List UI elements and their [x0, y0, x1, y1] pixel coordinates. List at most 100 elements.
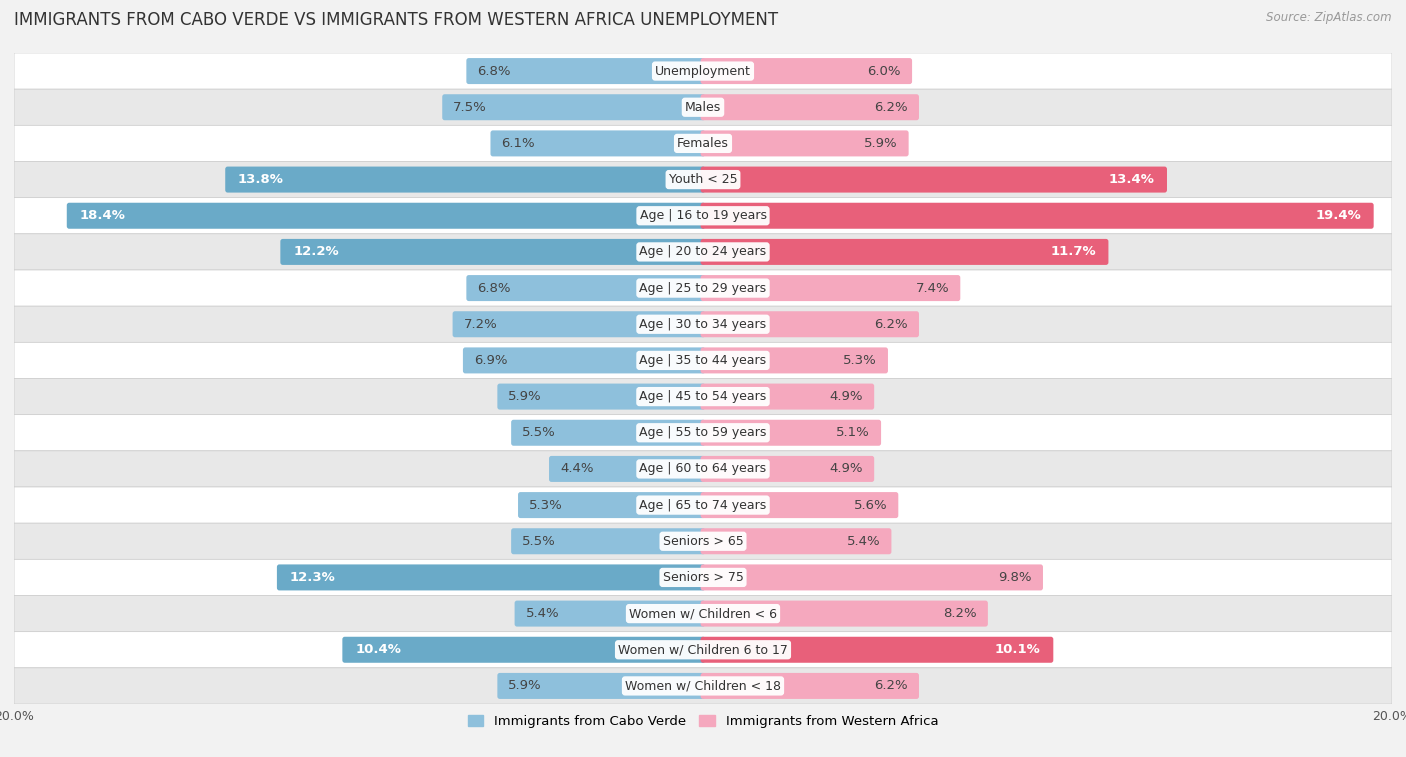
Text: 9.8%: 9.8% [998, 571, 1032, 584]
Text: 4.4%: 4.4% [560, 463, 593, 475]
FancyBboxPatch shape [14, 126, 1392, 161]
FancyBboxPatch shape [498, 673, 706, 699]
Text: 13.4%: 13.4% [1108, 173, 1154, 186]
Text: IMMIGRANTS FROM CABO VERDE VS IMMIGRANTS FROM WESTERN AFRICA UNEMPLOYMENT: IMMIGRANTS FROM CABO VERDE VS IMMIGRANTS… [14, 11, 778, 30]
FancyBboxPatch shape [700, 239, 1108, 265]
FancyBboxPatch shape [14, 523, 1392, 559]
FancyBboxPatch shape [14, 559, 1392, 596]
FancyBboxPatch shape [342, 637, 706, 663]
FancyBboxPatch shape [14, 487, 1392, 523]
Text: 7.2%: 7.2% [464, 318, 498, 331]
Text: Age | 55 to 59 years: Age | 55 to 59 years [640, 426, 766, 439]
FancyBboxPatch shape [467, 275, 706, 301]
Text: 19.4%: 19.4% [1315, 209, 1361, 223]
FancyBboxPatch shape [14, 342, 1392, 378]
Text: 10.4%: 10.4% [356, 643, 401, 656]
FancyBboxPatch shape [14, 89, 1392, 126]
Text: 5.5%: 5.5% [522, 426, 555, 439]
FancyBboxPatch shape [14, 631, 1392, 668]
FancyBboxPatch shape [700, 673, 920, 699]
Text: 6.0%: 6.0% [868, 64, 901, 77]
FancyBboxPatch shape [66, 203, 706, 229]
FancyBboxPatch shape [491, 130, 706, 157]
Text: 6.8%: 6.8% [478, 282, 510, 294]
FancyBboxPatch shape [700, 492, 898, 518]
Text: 12.2%: 12.2% [292, 245, 339, 258]
FancyBboxPatch shape [467, 58, 706, 84]
Text: 5.9%: 5.9% [509, 390, 541, 403]
Text: 11.7%: 11.7% [1050, 245, 1095, 258]
FancyBboxPatch shape [14, 415, 1392, 451]
Text: 10.1%: 10.1% [995, 643, 1040, 656]
FancyBboxPatch shape [14, 198, 1392, 234]
Text: 6.8%: 6.8% [478, 64, 510, 77]
FancyBboxPatch shape [512, 528, 706, 554]
FancyBboxPatch shape [14, 451, 1392, 487]
Text: Source: ZipAtlas.com: Source: ZipAtlas.com [1267, 11, 1392, 24]
Text: Youth < 25: Youth < 25 [669, 173, 737, 186]
Text: 5.3%: 5.3% [529, 499, 562, 512]
FancyBboxPatch shape [700, 203, 1374, 229]
FancyBboxPatch shape [14, 234, 1392, 270]
FancyBboxPatch shape [14, 161, 1392, 198]
FancyBboxPatch shape [700, 311, 920, 338]
Text: 6.1%: 6.1% [502, 137, 536, 150]
FancyBboxPatch shape [14, 270, 1392, 306]
FancyBboxPatch shape [700, 275, 960, 301]
FancyBboxPatch shape [548, 456, 706, 482]
Text: 7.4%: 7.4% [915, 282, 949, 294]
Text: 6.2%: 6.2% [875, 101, 908, 114]
Text: 5.9%: 5.9% [865, 137, 897, 150]
FancyBboxPatch shape [517, 492, 706, 518]
FancyBboxPatch shape [14, 53, 1392, 89]
Text: Seniors > 65: Seniors > 65 [662, 534, 744, 548]
Text: 6.2%: 6.2% [875, 680, 908, 693]
FancyBboxPatch shape [225, 167, 706, 192]
FancyBboxPatch shape [700, 94, 920, 120]
Text: Males: Males [685, 101, 721, 114]
FancyBboxPatch shape [498, 384, 706, 410]
FancyBboxPatch shape [700, 456, 875, 482]
Text: Age | 60 to 64 years: Age | 60 to 64 years [640, 463, 766, 475]
FancyBboxPatch shape [700, 130, 908, 157]
Text: Age | 20 to 24 years: Age | 20 to 24 years [640, 245, 766, 258]
Text: 4.9%: 4.9% [830, 463, 863, 475]
Text: Age | 45 to 54 years: Age | 45 to 54 years [640, 390, 766, 403]
Text: Women w/ Children < 18: Women w/ Children < 18 [626, 680, 780, 693]
FancyBboxPatch shape [463, 347, 706, 373]
Text: 4.9%: 4.9% [830, 390, 863, 403]
FancyBboxPatch shape [700, 600, 988, 627]
Text: 5.5%: 5.5% [522, 534, 555, 548]
Text: 7.5%: 7.5% [453, 101, 486, 114]
Text: Age | 30 to 34 years: Age | 30 to 34 years [640, 318, 766, 331]
FancyBboxPatch shape [14, 306, 1392, 342]
FancyBboxPatch shape [14, 668, 1392, 704]
Text: Females: Females [678, 137, 728, 150]
FancyBboxPatch shape [700, 637, 1053, 663]
Text: 5.4%: 5.4% [526, 607, 560, 620]
Text: 5.6%: 5.6% [853, 499, 887, 512]
FancyBboxPatch shape [700, 384, 875, 410]
FancyBboxPatch shape [700, 58, 912, 84]
Text: 6.2%: 6.2% [875, 318, 908, 331]
Text: 13.8%: 13.8% [238, 173, 284, 186]
FancyBboxPatch shape [515, 600, 706, 627]
Text: 5.1%: 5.1% [837, 426, 870, 439]
Text: 8.2%: 8.2% [943, 607, 977, 620]
Text: Unemployment: Unemployment [655, 64, 751, 77]
Text: 5.3%: 5.3% [844, 354, 877, 367]
Text: 5.4%: 5.4% [846, 534, 880, 548]
FancyBboxPatch shape [700, 528, 891, 554]
Text: Women w/ Children 6 to 17: Women w/ Children 6 to 17 [619, 643, 787, 656]
Text: Age | 65 to 74 years: Age | 65 to 74 years [640, 499, 766, 512]
Text: Women w/ Children < 6: Women w/ Children < 6 [628, 607, 778, 620]
FancyBboxPatch shape [512, 419, 706, 446]
Text: 12.3%: 12.3% [290, 571, 336, 584]
FancyBboxPatch shape [453, 311, 706, 338]
Text: Age | 16 to 19 years: Age | 16 to 19 years [640, 209, 766, 223]
FancyBboxPatch shape [700, 347, 889, 373]
FancyBboxPatch shape [700, 419, 882, 446]
Text: Age | 25 to 29 years: Age | 25 to 29 years [640, 282, 766, 294]
FancyBboxPatch shape [14, 378, 1392, 415]
Text: 5.9%: 5.9% [509, 680, 541, 693]
